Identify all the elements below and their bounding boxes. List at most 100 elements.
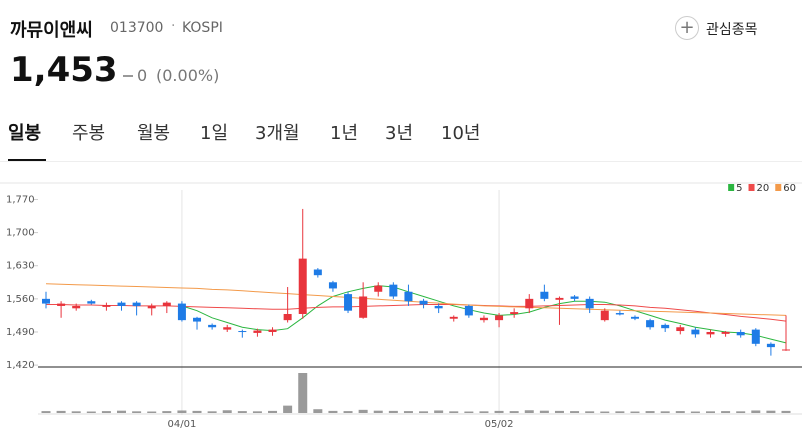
- candle-body: [328, 282, 337, 289]
- divider: [0, 161, 802, 162]
- flat-icon: [123, 75, 133, 77]
- volume-bar: [494, 410, 504, 413]
- candle-body: [117, 302, 126, 306]
- candle-body: [193, 317, 202, 322]
- watch-button[interactable]: 관심종목: [706, 22, 758, 38]
- candle-body: [646, 320, 655, 328]
- candle-body: [147, 305, 156, 309]
- volume-bar: [328, 410, 338, 413]
- candle-body: [57, 303, 66, 306]
- volume-bar: [358, 409, 368, 413]
- tab[interactable]: 일봉: [8, 123, 42, 144]
- candle-body: [691, 329, 700, 335]
- tab-underline: [8, 159, 46, 161]
- candle-body: [72, 305, 81, 309]
- candle-body: [283, 313, 292, 321]
- tab[interactable]: 주봉: [72, 123, 106, 144]
- volume-bar: [630, 411, 640, 413]
- change-pct: (0.00%): [156, 66, 220, 85]
- volume-bar: [147, 411, 157, 413]
- legend-swatch: [775, 184, 782, 191]
- volume-bar: [177, 410, 187, 413]
- tab[interactable]: 10년: [441, 123, 481, 144]
- volume-bar: [645, 411, 655, 413]
- candle-body: [615, 313, 624, 315]
- x-tick-label: 04/01: [168, 419, 197, 430]
- candle-body: [706, 331, 715, 335]
- candle-body: [434, 305, 443, 309]
- volume-bar: [207, 411, 217, 413]
- legend-label: 5: [736, 183, 742, 194]
- tab[interactable]: 월봉: [137, 123, 171, 144]
- y-tick-label: 1,420: [6, 360, 35, 371]
- candle-body: [298, 258, 307, 314]
- candle-body: [208, 324, 217, 328]
- candle-body: [344, 294, 353, 311]
- stock-name: 까뮤이앤씨: [10, 20, 93, 41]
- y-tick-label: 1,560: [6, 294, 35, 305]
- candle-body: [464, 305, 473, 316]
- candle-body: [736, 331, 745, 336]
- volume-bar: [71, 411, 81, 413]
- candle-body: [42, 298, 50, 304]
- volume-bar: [736, 411, 746, 413]
- volume-bar: [721, 411, 731, 413]
- volume-bar: [41, 411, 51, 413]
- candle-body: [751, 329, 760, 344]
- volume-bar: [298, 373, 308, 413]
- volume-bar: [117, 410, 127, 413]
- y-tick-label: 1,630: [6, 261, 35, 272]
- volume-bar: [252, 411, 262, 413]
- volume-bar: [781, 410, 791, 413]
- watch-icon[interactable]: +: [675, 16, 699, 40]
- volume-bar: [343, 411, 353, 413]
- y-tick-label: 1,700: [6, 228, 35, 239]
- volume-bar: [479, 411, 489, 413]
- tab[interactable]: 1일: [200, 123, 229, 144]
- volume-bar: [101, 411, 111, 413]
- candle-body: [132, 302, 141, 306]
- candle-body: [525, 298, 534, 309]
- volume-bar: [222, 410, 232, 413]
- candle-body: [389, 284, 398, 297]
- volume-bar: [373, 410, 383, 413]
- candle-body: [721, 331, 730, 334]
- candle-body: [313, 269, 322, 276]
- candle-body: [585, 298, 594, 309]
- volume-bar: [283, 405, 293, 413]
- price: 1,453: [10, 50, 118, 90]
- volume-bar: [268, 410, 278, 413]
- stock-code: 013700: [110, 20, 164, 36]
- volume-bar: [449, 411, 459, 413]
- volume-bar: [751, 410, 761, 413]
- volume-bar: [56, 410, 66, 413]
- volume-bar: [615, 411, 625, 413]
- volume-bar: [509, 411, 519, 413]
- candle-body: [630, 316, 639, 319]
- volume-bar: [554, 410, 564, 413]
- volume-bar: [524, 410, 534, 413]
- candle-body: [223, 327, 232, 330]
- candle-body: [570, 296, 579, 299]
- ma-line: [46, 304, 787, 322]
- candle-body: [600, 310, 609, 321]
- candle-body: [268, 329, 277, 332]
- volume-bar: [766, 410, 776, 413]
- volume-bar: [313, 409, 323, 413]
- volume-bar: [570, 411, 580, 413]
- tab[interactable]: 3년: [385, 123, 414, 144]
- volume-bar: [237, 411, 247, 413]
- candle-body: [162, 302, 171, 306]
- candle-body: [766, 343, 775, 348]
- candle-body: [449, 316, 458, 319]
- tab[interactable]: 1년: [330, 123, 359, 144]
- candle-body: [374, 285, 383, 292]
- volume-bar: [464, 411, 474, 413]
- market: KOSPI: [182, 20, 223, 36]
- candle-body: [495, 315, 504, 321]
- tab[interactable]: 3개월: [255, 123, 300, 144]
- volume-bar: [419, 411, 429, 413]
- candle-body: [661, 324, 670, 329]
- candle-body: [676, 327, 685, 332]
